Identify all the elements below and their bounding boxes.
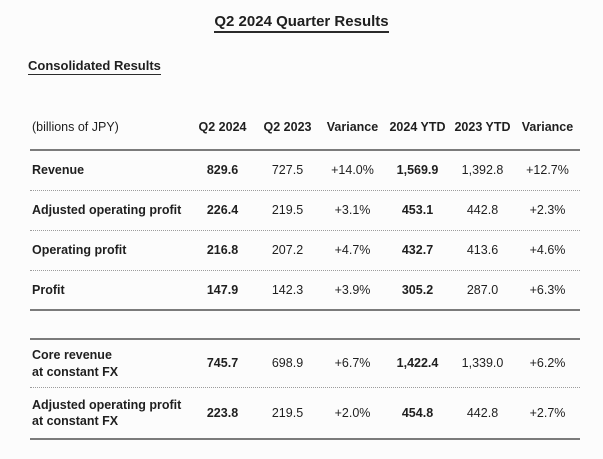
cell-2024-ytd: 432.7 [401, 243, 434, 258]
cell-2024-ytd: 1,569.9 [396, 163, 439, 178]
cell-q2-2024: 147.9 [206, 282, 239, 297]
cell-2023-ytd: 1,392.8 [461, 163, 504, 178]
section-gap [30, 311, 580, 338]
cell-2024-ytd: 454.8 [401, 405, 434, 420]
row-label: Profit [32, 282, 65, 297]
column-header-variance-q2: Variance [326, 120, 379, 135]
cell-q2-2024: 829.6 [206, 163, 239, 178]
cell-q2-2023: 219.5 [271, 405, 304, 420]
table-row-adjusted-operating-profit: Adjusted operating profit 226.4 219.5 +3… [30, 191, 580, 231]
column-header-2023-ytd: 2023 YTD [454, 120, 511, 135]
row-label: Core revenue at constant FX [30, 347, 190, 380]
cell-2023-ytd: 442.8 [466, 203, 499, 218]
cell-q2-2023: 219.5 [271, 203, 304, 218]
cell-variance-q2: +4.7% [334, 243, 371, 258]
row-label: Revenue [32, 163, 85, 178]
cell-variance-ytd: +6.2% [529, 356, 566, 371]
section-header: Consolidated Results [28, 57, 161, 75]
row-label: Operating profit [32, 243, 127, 258]
cell-q2-2023: 142.3 [271, 282, 304, 297]
section-title: Consolidated Results [28, 58, 161, 75]
cell-variance-ytd: +6.3% [529, 282, 566, 297]
table-header-row: (billions of JPY) Q2 2024 Q2 2023 Varian… [30, 106, 580, 151]
row-label-line-1: Adjusted operating profit [32, 397, 182, 412]
page-title: Q2 2024 Quarter Results [214, 13, 389, 33]
row-label-line-2: at constant FX [32, 414, 119, 428]
cell-2023-ytd: 287.0 [466, 282, 499, 297]
cell-q2-2024: 745.7 [206, 356, 239, 371]
table-row-core-revenue-constant-fx: Core revenue at constant FX 745.7 698.9 … [30, 338, 580, 388]
cell-variance-ytd: +4.6% [529, 243, 566, 258]
table-row-revenue: Revenue 829.6 727.5 +14.0% 1,569.9 1,392… [30, 151, 580, 191]
cell-q2-2023: 698.9 [271, 356, 304, 371]
cell-q2-2024: 223.8 [206, 405, 239, 420]
cell-2024-ytd: 305.2 [401, 282, 434, 297]
cell-q2-2024: 226.4 [206, 203, 239, 218]
cell-2024-ytd: 1,422.4 [396, 356, 439, 371]
cell-q2-2024: 216.8 [206, 243, 239, 258]
page-header: Q2 2024 Quarter Results [0, 13, 603, 33]
cell-variance-ytd: +12.7% [526, 163, 569, 178]
column-header-variance-ytd: Variance [521, 120, 574, 135]
cell-variance-q2: +6.7% [334, 356, 371, 371]
cell-variance-ytd: +2.7% [529, 405, 566, 420]
table-row-profit: Profit 147.9 142.3 +3.9% 305.2 287.0 +6.… [30, 271, 580, 311]
column-header-q2-2024: Q2 2024 [198, 120, 247, 135]
column-header-q2-2023: Q2 2023 [263, 120, 312, 135]
unit-label: (billions of JPY) [32, 120, 119, 135]
column-header-2024-ytd: 2024 YTD [389, 120, 446, 135]
cell-variance-q2: +14.0% [331, 163, 374, 178]
row-label: Adjusted operating profit at constant FX [30, 397, 190, 430]
cell-variance-q2: +3.9% [334, 282, 371, 297]
cell-2024-ytd: 453.1 [401, 203, 434, 218]
row-label: Adjusted operating profit [32, 203, 182, 218]
table-row-adjusted-operating-profit-constant-fx: Adjusted operating profit at constant FX… [30, 388, 580, 440]
cell-2023-ytd: 1,339.0 [461, 356, 504, 371]
cell-variance-ytd: +2.3% [529, 203, 566, 218]
cell-2023-ytd: 413.6 [466, 243, 499, 258]
row-label-line-2: at constant FX [32, 364, 119, 379]
row-label-line-1: Core revenue [32, 348, 112, 363]
cell-q2-2023: 727.5 [271, 163, 304, 178]
table-row-operating-profit: Operating profit 216.8 207.2 +4.7% 432.7… [30, 231, 580, 271]
cell-2023-ytd: 442.8 [466, 405, 499, 420]
cell-variance-q2: +2.0% [334, 405, 371, 420]
results-table: (billions of JPY) Q2 2024 Q2 2023 Varian… [30, 106, 580, 440]
cell-q2-2023: 207.2 [271, 243, 304, 258]
cell-variance-q2: +3.1% [334, 203, 371, 218]
